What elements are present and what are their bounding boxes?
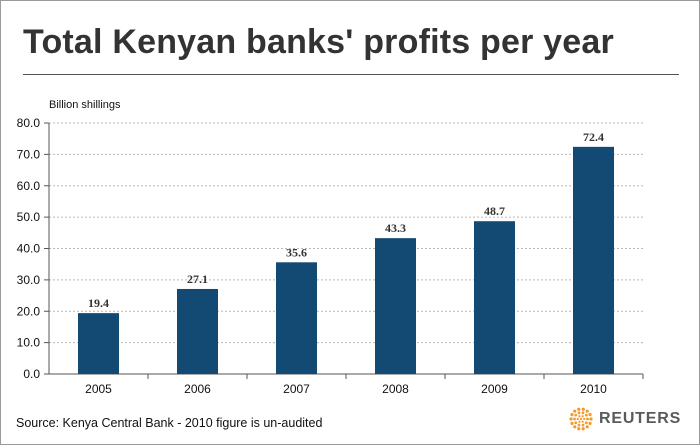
y-tick-label: 30.0: [17, 273, 41, 287]
x-tick-label-2006: 2006: [184, 382, 211, 396]
logo-dot: [581, 423, 585, 427]
logo-dot: [569, 417, 573, 421]
logo-dot: [577, 427, 581, 431]
title-divider: [23, 74, 679, 75]
logo-dot: [577, 411, 581, 415]
brand-name: REUTERS: [599, 410, 682, 427]
x-tick-label-2008: 2008: [382, 382, 409, 396]
data-label-2005: 19.4: [88, 296, 109, 310]
logo-dot: [581, 427, 585, 431]
bar-2009: [474, 221, 515, 374]
data-label-2010: 72.4: [583, 130, 604, 144]
y-tick-label: 60.0: [17, 179, 41, 193]
x-tick-label-2005: 2005: [85, 382, 112, 396]
logo-dot: [583, 417, 586, 421]
data-label-2008: 43.3: [385, 221, 406, 235]
source-note: Source: Kenya Central Bank - 2010 figure…: [16, 416, 323, 430]
logo-dot: [581, 415, 584, 418]
chart-title: Total Kenyan banks' profits per year: [23, 23, 614, 61]
y-tick-label: 40.0: [17, 242, 41, 256]
x-tick-label-2010: 2010: [580, 382, 607, 396]
logo-dot: [585, 425, 589, 429]
data-label-2009: 48.7: [484, 204, 505, 218]
bar-2010: [573, 146, 614, 374]
logo-dot: [577, 407, 581, 411]
logo-dot: [581, 407, 585, 411]
bar-2006: [177, 288, 218, 374]
x-tick-label-2007: 2007: [283, 382, 310, 396]
logo-dot: [576, 417, 579, 421]
y-tick-label: 20.0: [17, 304, 41, 318]
logo-dot: [573, 409, 577, 413]
logo-dot: [573, 417, 576, 421]
logo-dot: [579, 417, 583, 421]
logo-dot: [585, 409, 589, 413]
bar-2008: [375, 238, 416, 374]
logo-dot: [578, 420, 581, 423]
y-axis-label: Billion shillings: [49, 99, 121, 111]
logo-dot: [588, 421, 592, 425]
logo-dot: [589, 417, 593, 421]
logo-dot: [570, 413, 574, 417]
reuters-logo-icon: [569, 407, 593, 431]
reuters-logo: REUTERS: [568, 406, 681, 432]
logo-dot: [573, 425, 577, 429]
logo-dot: [574, 413, 578, 417]
y-tick-label: 10.0: [17, 336, 41, 350]
logo-dot: [578, 415, 581, 418]
logo-dot: [584, 413, 588, 417]
data-label-2007: 35.6: [286, 245, 307, 259]
data-label-2006: 27.1: [187, 272, 208, 286]
y-tick-label: 80.0: [17, 116, 41, 130]
logo-dot: [577, 423, 581, 427]
bar-2007: [276, 262, 317, 374]
y-tick-label: 50.0: [17, 210, 41, 224]
logo-dot: [581, 411, 585, 415]
logo-dot: [588, 413, 592, 417]
logo-dot: [584, 421, 588, 425]
y-tick-label: 70.0: [17, 147, 41, 161]
y-tick-label: 0.0: [23, 367, 40, 381]
logo-dot: [570, 421, 574, 425]
logo-dot: [586, 417, 589, 421]
logo-dot: [574, 421, 578, 425]
logo-dot: [581, 420, 584, 423]
x-tick-label-2009: 2009: [481, 382, 508, 396]
bar-2005: [78, 313, 119, 374]
